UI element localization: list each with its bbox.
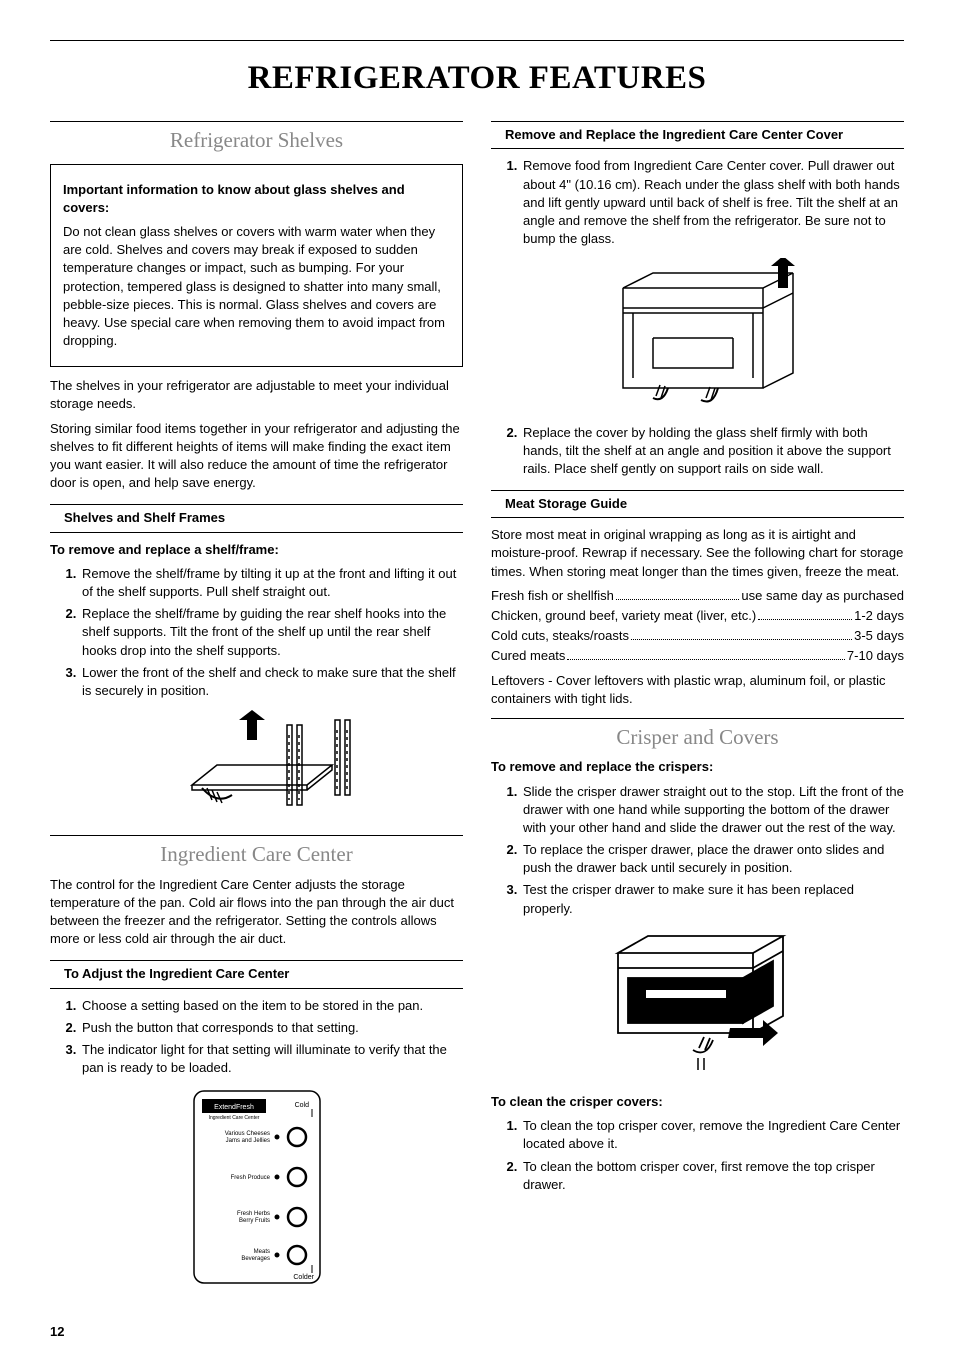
crisper-clean-step: To clean the top crisper cover, remove t… xyxy=(521,1117,904,1153)
crisper-steps-1: Slide the crisper drawer straight out to… xyxy=(491,783,904,918)
meat-row: Cured meats7-10 days xyxy=(491,647,904,665)
page-number: 12 xyxy=(50,1323,904,1341)
right-column: Remove and Replace the Ingredient Care C… xyxy=(491,111,904,1302)
subsection-frames: Shelves and Shelf Frames xyxy=(50,504,463,532)
top-rule xyxy=(50,40,904,41)
section-shelves: Refrigerator Shelves xyxy=(50,121,463,155)
section-crisper: Crisper and Covers xyxy=(491,718,904,752)
panel-brand: ExtendFresh xyxy=(214,1104,254,1111)
frames-steps: Remove the shelf/frame by tilting it up … xyxy=(50,565,463,700)
sub-adjust-heading: To Adjust the Ingredient Care Center xyxy=(50,961,463,988)
icc-para: The control for the Ingredient Care Cent… xyxy=(50,876,463,949)
adjust-steps: Choose a setting based on the item to be… xyxy=(50,997,463,1078)
crisper-step: Test the crisper drawer to make sure it … xyxy=(521,881,904,917)
meat-table: Fresh fish or shellfishuse same day as p… xyxy=(491,587,904,666)
section-icc: Ingredient Care Center xyxy=(50,835,463,869)
crisper-step: To replace the crisper drawer, place the… xyxy=(521,841,904,877)
warning-lead: Important information to know about glas… xyxy=(63,181,450,217)
sub-meat-heading: Meat Storage Guide xyxy=(491,491,904,518)
subsection-adjust-icc: To Adjust the Ingredient Care Center xyxy=(50,960,463,988)
panel-row-1: Fresh Produce xyxy=(230,1168,305,1186)
panel-subtitle: Ingredient Care Center xyxy=(208,1115,259,1121)
panel-cold: Cold xyxy=(294,1102,309,1109)
panel-row-3: Meats Beverages xyxy=(241,1246,306,1264)
crisper-steps-2: To clean the top crisper cover, remove t… xyxy=(491,1117,904,1194)
remove-cover-steps-2: Replace the cover by holding the glass s… xyxy=(491,424,904,479)
warning-body: Do not clean glass shelves or covers wit… xyxy=(63,223,450,350)
frames-step: Remove the shelf/frame by tilting it up … xyxy=(80,565,463,601)
svg-text:Beverages: Beverages xyxy=(241,1256,270,1262)
page-title: REFRIGERATOR FEATURES xyxy=(50,55,904,101)
adjust-step: Push the button that corresponds to that… xyxy=(80,1019,463,1037)
sub-remove-heading: Remove and Replace the Ingredient Care C… xyxy=(491,122,904,149)
svg-text:Various Cheeses: Various Cheeses xyxy=(224,1131,269,1137)
shelves-para-1: The shelves in your refrigerator are adj… xyxy=(50,377,463,413)
frames-lead: To remove and replace a shelf/frame: xyxy=(50,541,463,559)
crisper-step: Slide the crisper drawer straight out to… xyxy=(521,783,904,838)
crisper-lead-2: To clean the crisper covers: xyxy=(491,1093,904,1111)
cover-removal-diagram xyxy=(491,258,904,413)
control-panel-diagram: ExtendFresh Ingredient Care Center Cold … xyxy=(50,1087,463,1292)
leftovers-note: Leftovers - Cover leftovers with plastic… xyxy=(491,672,904,708)
svg-text:Meats: Meats xyxy=(253,1249,269,1255)
remove-cover-steps: Remove food from Ingredient Care Center … xyxy=(491,157,904,248)
crisper-clean-step: To clean the bottom crisper cover, first… xyxy=(521,1158,904,1194)
shelf-diagram xyxy=(50,710,463,825)
adjust-step: Choose a setting based on the item to be… xyxy=(80,997,463,1015)
frames-step: Lower the front of the shelf and check t… xyxy=(80,664,463,700)
svg-text:Jams and Jellies: Jams and Jellies xyxy=(225,1138,269,1144)
adjust-step: The indicator light for that setting wil… xyxy=(80,1041,463,1077)
meat-para: Store most meat in original wrapping as … xyxy=(491,526,904,581)
panel-row-0: Various Cheeses Jams and Jellies xyxy=(224,1128,305,1146)
left-column: Refrigerator Shelves Important informati… xyxy=(50,111,463,1302)
panel-row-2: Fresh Herbs Berry Fruits xyxy=(236,1208,305,1226)
two-column-layout: Refrigerator Shelves Important informati… xyxy=(50,111,904,1302)
subsection-remove-cover: Remove and Replace the Ingredient Care C… xyxy=(491,121,904,149)
svg-text:Berry Fruits: Berry Fruits xyxy=(238,1218,269,1224)
remove-step: Remove food from Ingredient Care Center … xyxy=(521,157,904,248)
subsection-meat: Meat Storage Guide xyxy=(491,490,904,518)
svg-text:Fresh Produce: Fresh Produce xyxy=(230,1175,270,1181)
glass-shelf-warning-box: Important information to know about glas… xyxy=(50,164,463,368)
frames-step: Replace the shelf/frame by guiding the r… xyxy=(80,605,463,660)
crisper-diagram xyxy=(491,928,904,1083)
meat-row: Cold cuts, steaks/roasts3-5 days xyxy=(491,627,904,645)
panel-colder: Colder xyxy=(293,1274,314,1281)
meat-row: Fresh fish or shellfishuse same day as p… xyxy=(491,587,904,605)
svg-text:Fresh Herbs: Fresh Herbs xyxy=(236,1211,269,1217)
sub-frames-heading: Shelves and Shelf Frames xyxy=(50,505,463,532)
meat-row: Chicken, ground beef, variety meat (live… xyxy=(491,607,904,625)
shelves-para-2: Storing similar food items together in y… xyxy=(50,420,463,493)
remove-step: Replace the cover by holding the glass s… xyxy=(521,424,904,479)
crisper-lead-1: To remove and replace the crispers: xyxy=(491,758,904,776)
